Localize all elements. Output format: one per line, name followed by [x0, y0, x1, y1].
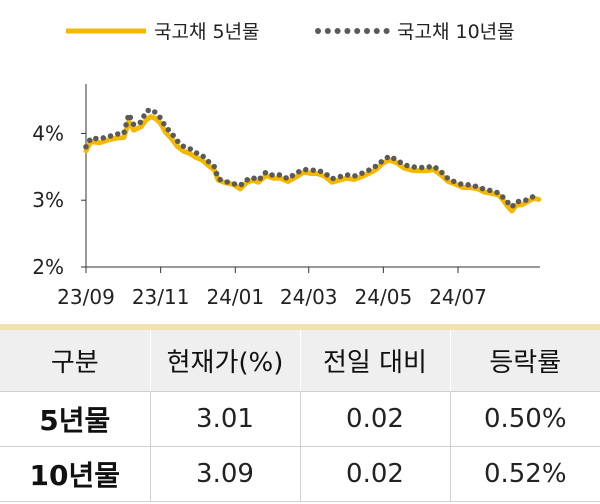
legend-dot: [383, 28, 390, 34]
yield-line-chart: 국고채 5년물 국고채 10년물 4% 3% 2% 23/09 23/11 24/01 24…: [32, 21, 542, 309]
cell-rate: 0.52%: [449, 446, 600, 502]
legend-dot: [354, 28, 361, 34]
legend-swatch-10y: [315, 28, 390, 34]
legend-dot: [373, 28, 380, 34]
legend-dot: [315, 28, 321, 34]
legend-dot: [364, 28, 370, 34]
series-line-5y: [83, 114, 542, 214]
header-category: 구분: [0, 330, 150, 392]
y-tick-label: 3%: [32, 188, 64, 212]
row-label: 10년물: [0, 446, 150, 502]
cell-current: 3.01: [149, 391, 300, 447]
legend-dot: [324, 28, 331, 34]
cell-change: 0.02: [299, 446, 450, 502]
header-current: 현재가(%): [149, 330, 300, 392]
legend-label-5y: 국고채 5년물: [154, 21, 260, 43]
table-header-row: 구분 현재가(%) 전일 대비 등락률: [0, 330, 600, 392]
legend-dot: [334, 28, 341, 34]
cell-current: 3.09: [149, 446, 300, 502]
legend-dot: [344, 28, 351, 34]
quote-table-panel: 구분 현재가(%) 전일 대비 등락률 5년물 3.01 0.02 0.50% …: [0, 324, 600, 502]
series-line-10y: [83, 106, 542, 210]
plot-area: 4% 3% 2% 23/09 23/11 24/01 24/03 24/05 24/07: [32, 84, 542, 309]
cell-change: 0.02: [299, 391, 450, 447]
table-row: 10년물 3.09 0.02 0.52%: [0, 446, 600, 502]
chart-legend: 국고채 5년물 국고채 10년물: [66, 21, 515, 43]
x-tick-label: 24/01: [206, 285, 264, 309]
table-row: 5년물 3.01 0.02 0.50%: [0, 391, 600, 447]
header-change: 전일 대비: [299, 330, 450, 392]
x-tick-label: 24/03: [280, 285, 338, 309]
header-rate: 등락률: [449, 330, 600, 392]
quote-table: 구분 현재가(%) 전일 대비 등락률 5년물 3.01 0.02 0.50% …: [0, 330, 600, 502]
y-tick-label: 4%: [32, 121, 64, 145]
x-tick-label: 23/11: [132, 285, 190, 309]
x-tick-label: 24/07: [429, 285, 487, 309]
y-tick-label: 2%: [32, 255, 64, 279]
x-tick-label: 24/05: [355, 285, 413, 309]
row-label: 5년물: [0, 391, 150, 447]
legend-label-10y: 국고채 10년물: [397, 21, 515, 43]
cell-rate: 0.50%: [449, 391, 600, 447]
x-tick-label: 23/09: [57, 285, 115, 309]
table-top-rule: [0, 324, 600, 330]
